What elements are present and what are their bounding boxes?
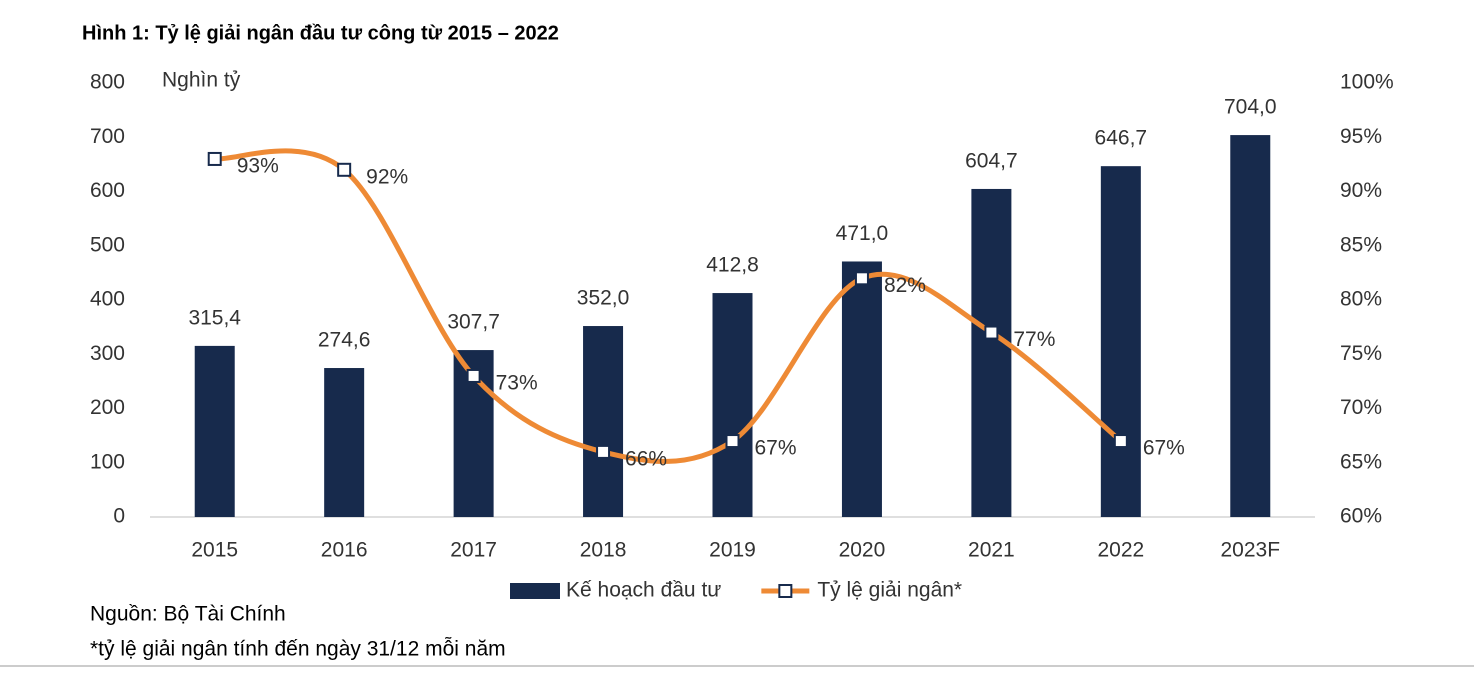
bar <box>1100 166 1141 517</box>
legend-label: Tỷ lệ giải ngân* <box>817 579 962 602</box>
line-value-label: 93% <box>237 154 279 177</box>
bar <box>194 345 235 517</box>
y-axis-label: Nghìn tỷ <box>162 69 241 92</box>
bar-value-label: 646,7 <box>1095 127 1148 150</box>
y-tick-label: 200 <box>90 396 125 419</box>
y2-tick-label: 100% <box>1340 71 1394 94</box>
y2-tick-label: 90% <box>1340 179 1382 202</box>
chart-title: Hình 1: Tỷ lệ giải ngân đầu tư công từ 2… <box>82 22 559 44</box>
line-marker <box>984 325 999 340</box>
x-tick-label: 2016 <box>321 539 368 562</box>
line-marker <box>337 162 352 177</box>
bar <box>712 293 753 517</box>
bar-value-label: 604,7 <box>965 149 1018 172</box>
line-value-label: 77% <box>1013 328 1055 351</box>
bar-value-label: 412,8 <box>706 254 759 277</box>
x-tick-label: 2020 <box>839 539 886 562</box>
line-value-label: 66% <box>625 447 667 470</box>
line <box>212 148 1124 464</box>
bar <box>324 368 365 517</box>
y-tick-label: 400 <box>90 288 125 311</box>
bar <box>971 188 1012 517</box>
x-tick-label: 2017 <box>450 539 497 562</box>
bar-value-label: 307,7 <box>447 311 500 334</box>
bar <box>1230 135 1271 517</box>
y2-tick-label: 75% <box>1340 342 1382 365</box>
y-tick-label: 700 <box>90 125 125 148</box>
legend-marker <box>778 584 793 598</box>
x-tick-label: 2015 <box>191 539 238 562</box>
bar-value-label: 352,0 <box>577 287 630 310</box>
y2-tick-label: 95% <box>1340 125 1382 148</box>
line-marker <box>1113 434 1128 449</box>
x-tick-label: 2023F <box>1221 539 1281 562</box>
line-marker <box>466 368 481 383</box>
y2-tick-label: 65% <box>1340 450 1382 473</box>
bar <box>841 261 882 517</box>
x-tick-label: 2021 <box>968 539 1015 562</box>
y2-tick-label: 80% <box>1340 288 1382 311</box>
line-marker <box>854 271 869 286</box>
x-tick-label: 2019 <box>709 539 756 562</box>
x-tick-label: 2018 <box>580 539 627 562</box>
y2-tick-label: 60% <box>1340 505 1382 528</box>
y-tick-label: 800 <box>90 71 125 94</box>
source: Nguồn: Bộ Tài Chính <box>90 603 286 626</box>
line-marker <box>725 434 740 449</box>
y-tick-label: 300 <box>90 342 125 365</box>
legend-swatch <box>510 583 560 599</box>
bar-value-label: 315,4 <box>188 306 241 329</box>
bar-value-label: 704,0 <box>1224 96 1277 119</box>
y2-tick-label: 70% <box>1340 396 1382 419</box>
line-value-label: 67% <box>1143 437 1185 460</box>
bar-value-label: 274,6 <box>318 329 371 352</box>
line-value-label: 73% <box>496 371 538 394</box>
y-tick-label: 0 <box>113 505 125 528</box>
y-tick-label: 500 <box>90 233 125 256</box>
bar-value-label: 471,0 <box>836 222 889 245</box>
note: *tỷ lệ giải ngân tính đến ngày 31/12 mỗi… <box>90 638 506 661</box>
line-value-label: 67% <box>755 437 797 460</box>
y-tick-label: 600 <box>90 179 125 202</box>
line-marker <box>596 444 611 459</box>
line-marker <box>207 151 222 166</box>
y2-tick-label: 85% <box>1340 233 1382 256</box>
y-tick-label: 100 <box>90 450 125 473</box>
line-value-label: 92% <box>366 165 408 188</box>
legend-label: Kế hoạch đầu tư <box>566 579 721 602</box>
x-tick-label: 2022 <box>1097 539 1144 562</box>
bar <box>583 326 624 517</box>
line-value-label: 82% <box>884 274 926 297</box>
